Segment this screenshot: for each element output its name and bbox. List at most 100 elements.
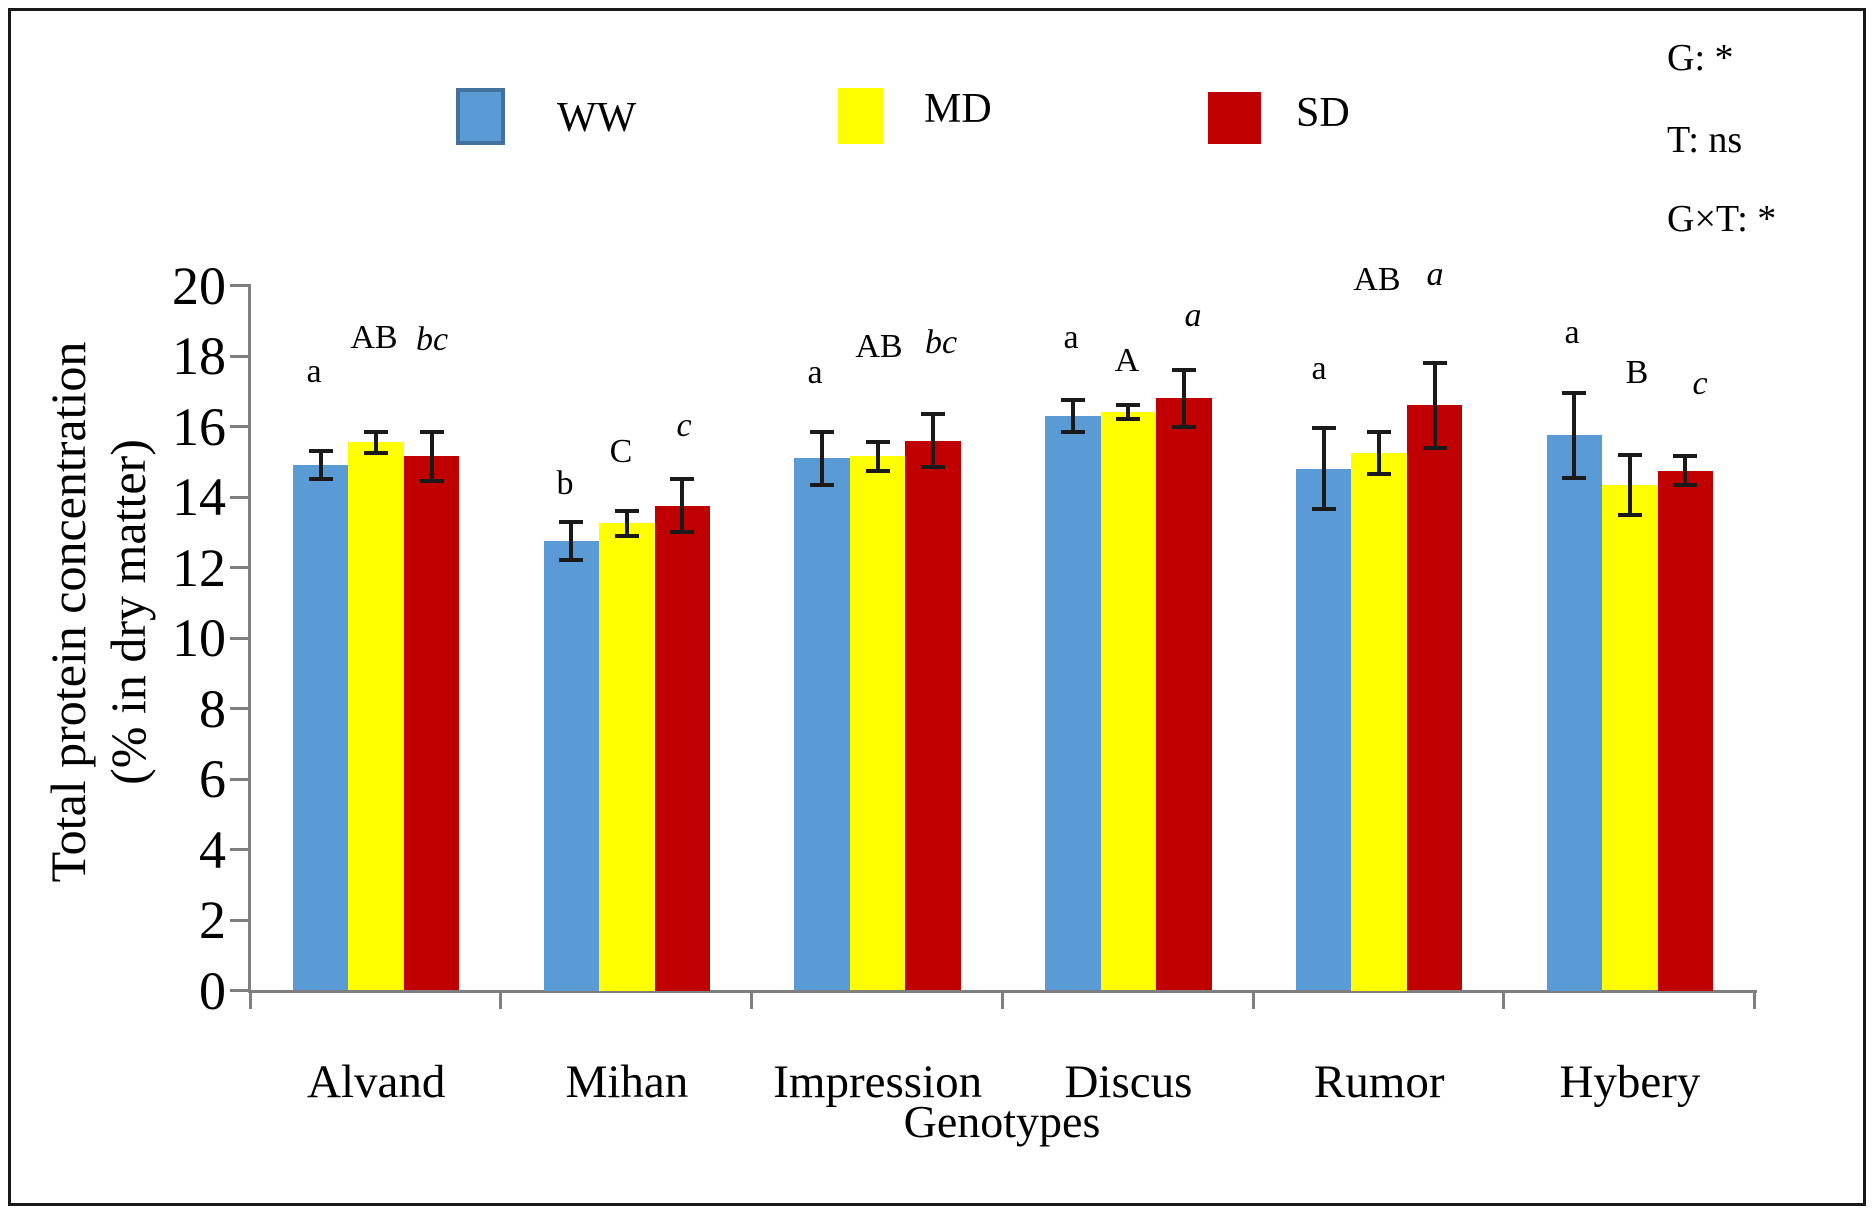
significance-letter: AB (1353, 261, 1401, 298)
bar-md-mihan (599, 523, 655, 991)
bar-sd-rumor (1406, 405, 1463, 991)
y-axis-tick (230, 707, 248, 710)
bar-sd-alvand (403, 456, 460, 991)
error-bar (374, 431, 379, 453)
significance-letter: b (556, 465, 574, 502)
error-bar-cap-bottom (419, 479, 444, 484)
bar-ww-hybery (1546, 435, 1603, 991)
significance-letter: a (1184, 297, 1202, 334)
y-axis-tick (230, 636, 248, 640)
error-bar-cap-bottom (364, 450, 389, 455)
error-bar-cap-bottom (1311, 507, 1336, 512)
x-axis-tick (1502, 991, 1506, 1009)
error-bar-cap-bottom (559, 558, 584, 563)
error-bar (931, 414, 936, 468)
bar-ww-rumor (1295, 468, 1352, 991)
y-axis-tick-label: 4 (199, 819, 226, 880)
bar-ww-mihan (543, 541, 600, 991)
y-axis-tick (230, 425, 248, 428)
x-category-label: Hybery (1559, 1056, 1701, 1108)
y-axis-tick-label: 14 (172, 467, 226, 527)
legend-swatch-ww (456, 88, 505, 145)
error-bar-cap-bottom (1116, 417, 1141, 422)
y-axis-tick-label: 20 (172, 255, 226, 316)
y-axis-tick-label: 2 (199, 890, 226, 950)
error-bar (875, 442, 880, 471)
y-axis-tick (230, 848, 248, 851)
y-axis-tick (230, 566, 248, 569)
stats-line-genotype: G: * (1667, 37, 1734, 79)
bar-md-alvand (348, 442, 404, 991)
x-axis-title: Genotypes (903, 1096, 1101, 1147)
error-bar-cap-top (1673, 454, 1698, 459)
y-axis-tick (230, 989, 248, 992)
legend-label-md: MD (924, 86, 992, 132)
bar-sd-mihan (654, 505, 711, 991)
bar-md-impression (849, 456, 906, 991)
x-category-label: Impression (773, 1056, 983, 1108)
bar-ww-discus (1045, 415, 1101, 991)
error-bar (569, 521, 574, 561)
y-axis-tick-label: 0 (199, 960, 226, 1021)
error-bar-cap-bottom (670, 530, 695, 535)
x-axis-tick (1753, 991, 1756, 1009)
error-bar-cap-top (670, 477, 695, 482)
error-bar (1321, 428, 1326, 510)
error-bar (680, 479, 685, 533)
error-bar (318, 451, 323, 480)
error-bar-cap-bottom (865, 468, 890, 473)
significance-letter: B (1625, 354, 1649, 391)
error-bar (429, 431, 434, 482)
figure-border (8, 8, 1866, 1206)
error-bar-cap-top (1060, 398, 1085, 403)
legend-label-sd: SD (1296, 90, 1350, 136)
error-bar-cap-top (865, 440, 890, 445)
x-axis-tick (499, 991, 503, 1009)
error-bar (1572, 393, 1577, 478)
error-bar-cap-bottom (1367, 472, 1392, 477)
x-category-label: Mihan (565, 1056, 689, 1108)
significance-letter: AB (350, 319, 398, 356)
x-axis-tick (1000, 991, 1004, 1009)
stats-line-treatment: T: ns (1667, 119, 1743, 161)
x-category-label: Discus (1064, 1056, 1193, 1108)
error-bar-cap-top (1562, 391, 1587, 395)
y-axis-tick (230, 777, 248, 781)
bar-ww-alvand (292, 465, 349, 991)
y-axis-tick (230, 284, 248, 287)
error-bar-cap-bottom (810, 482, 835, 487)
error-bar (1432, 363, 1437, 448)
y-axis-line (248, 284, 251, 993)
error-bar-cap-bottom (1060, 429, 1085, 434)
significance-letter: a (1564, 314, 1580, 351)
error-bar-cap-bottom (921, 465, 946, 470)
significance-letter: C (609, 433, 633, 470)
error-bar (1627, 454, 1632, 515)
legend-swatch-sd (1208, 92, 1261, 144)
error-bar-cap-top (1171, 368, 1196, 373)
y-axis-tick-label: 6 (199, 749, 226, 809)
significance-letter: bc (924, 324, 958, 361)
error-bar-cap-bottom (1673, 482, 1698, 487)
error-bar (1070, 400, 1075, 432)
x-axis-tick (750, 991, 753, 1009)
legend-label-ww: WW (557, 95, 637, 141)
significance-letter: c (1692, 365, 1708, 402)
significance-letter: a (1426, 256, 1444, 293)
significance-letter: bc (415, 321, 449, 358)
significance-letter: a (1311, 350, 1327, 387)
legend-swatch-md (838, 88, 883, 144)
error-bar (820, 431, 825, 485)
x-category-label: Alvand (307, 1056, 446, 1108)
y-axis-tick (230, 354, 248, 358)
bar-md-discus (1100, 412, 1157, 991)
significance-letter: a (1063, 319, 1079, 356)
error-bar-cap-top (1367, 429, 1392, 434)
error-bar-cap-top (614, 509, 639, 514)
error-bar-cap-top (1116, 403, 1141, 408)
bar-sd-hybery (1657, 470, 1714, 991)
error-bar-cap-bottom (1171, 424, 1196, 429)
error-bar-cap-top (810, 429, 835, 434)
error-bar-cap-top (419, 429, 444, 434)
